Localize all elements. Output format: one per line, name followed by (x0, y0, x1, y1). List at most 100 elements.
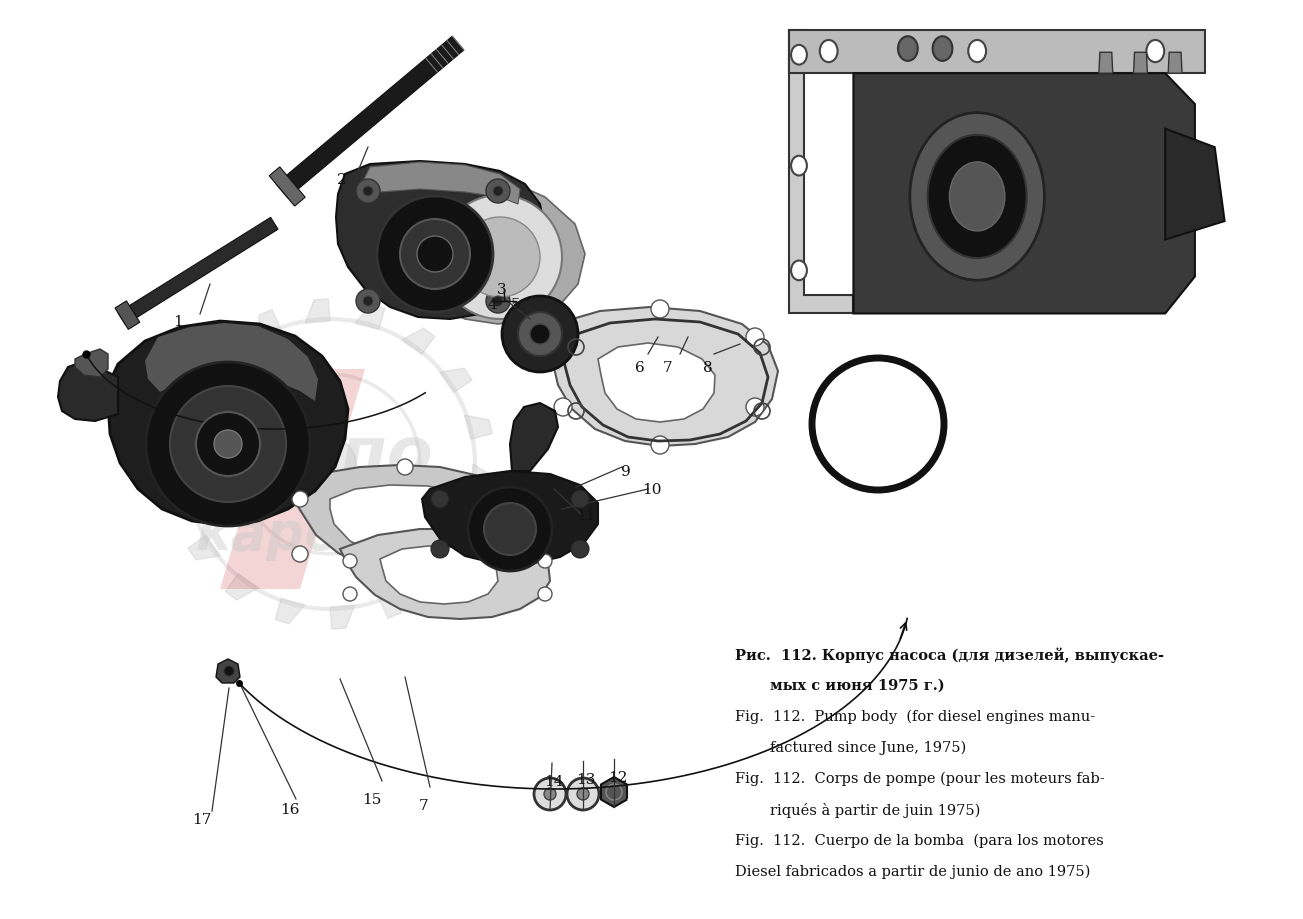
Circle shape (493, 297, 503, 307)
Polygon shape (380, 547, 498, 605)
Polygon shape (853, 74, 1195, 314)
Circle shape (468, 487, 552, 572)
Text: 5: 5 (511, 298, 521, 312)
Polygon shape (59, 361, 119, 422)
Text: riqués à partir de juin 1975): riqués à partir de juin 1975) (770, 802, 980, 817)
Text: Diesel fabricados a partir de junio de ano 1975): Diesel fabricados a partir de junio de a… (735, 864, 1091, 879)
Polygon shape (216, 659, 240, 683)
Text: 7: 7 (420, 798, 429, 812)
Polygon shape (1169, 53, 1182, 74)
Circle shape (292, 547, 308, 562)
Text: 4: 4 (487, 298, 496, 312)
Circle shape (933, 37, 952, 62)
Text: техпо: техпо (215, 423, 434, 489)
Polygon shape (180, 383, 206, 415)
Circle shape (400, 220, 470, 289)
Polygon shape (330, 606, 354, 630)
Circle shape (431, 540, 450, 559)
Circle shape (504, 547, 520, 562)
Circle shape (538, 554, 552, 568)
Polygon shape (552, 308, 778, 447)
Polygon shape (354, 305, 384, 330)
Circle shape (486, 289, 509, 313)
Text: Fig.  112.  Cuerpo de la bomba  (para los motores: Fig. 112. Cuerpo de la bomba (para los m… (735, 834, 1104, 847)
Polygon shape (439, 369, 472, 393)
Circle shape (820, 40, 838, 63)
Circle shape (343, 587, 357, 601)
Circle shape (504, 492, 520, 507)
Circle shape (502, 297, 579, 372)
Polygon shape (422, 471, 598, 564)
Text: 2: 2 (337, 173, 347, 187)
Polygon shape (360, 163, 520, 205)
Text: 8: 8 (704, 360, 713, 375)
Circle shape (304, 438, 356, 491)
Polygon shape (598, 344, 715, 423)
Circle shape (519, 312, 562, 357)
Text: 15: 15 (362, 792, 382, 806)
Polygon shape (305, 300, 330, 323)
Text: 7: 7 (663, 360, 672, 375)
Circle shape (397, 460, 413, 475)
Polygon shape (270, 167, 305, 207)
Circle shape (224, 666, 235, 676)
Text: Рис.  112. Корпус насоса (для дизелей, выпускае-: Рис. 112. Корпус насоса (для дизелей, вы… (735, 647, 1164, 663)
Circle shape (292, 492, 308, 507)
Circle shape (377, 197, 493, 312)
Text: 10: 10 (642, 482, 662, 496)
Circle shape (791, 156, 807, 176)
Circle shape (356, 180, 380, 204)
Text: 6: 6 (635, 360, 645, 375)
Circle shape (364, 187, 373, 197)
Circle shape (950, 163, 1005, 232)
Circle shape (571, 491, 589, 508)
Circle shape (791, 46, 807, 65)
Text: Fig.  112.  Pump body  (for diesel engines manu-: Fig. 112. Pump body (for diesel engines … (735, 709, 1095, 723)
Circle shape (530, 324, 550, 345)
Circle shape (1147, 40, 1164, 63)
Polygon shape (168, 489, 195, 514)
Text: 16: 16 (280, 802, 300, 816)
Circle shape (567, 778, 599, 811)
Polygon shape (340, 529, 550, 619)
Polygon shape (790, 31, 853, 314)
Polygon shape (412, 170, 585, 324)
Circle shape (146, 363, 310, 527)
Polygon shape (145, 323, 318, 402)
Polygon shape (281, 466, 523, 575)
Polygon shape (119, 218, 278, 325)
Circle shape (968, 40, 986, 63)
Circle shape (431, 491, 450, 508)
Circle shape (438, 196, 562, 320)
Text: 11: 11 (576, 508, 595, 522)
Text: 9: 9 (622, 464, 631, 479)
Circle shape (356, 289, 380, 313)
Polygon shape (330, 485, 489, 560)
Polygon shape (401, 329, 435, 355)
Polygon shape (276, 37, 464, 199)
Polygon shape (790, 31, 1205, 74)
Polygon shape (601, 777, 627, 807)
Circle shape (554, 399, 572, 416)
Text: кароса: кароса (195, 508, 408, 561)
Polygon shape (275, 598, 305, 624)
Text: мых с июня 1975 г.): мых с июня 1975 г.) (770, 678, 945, 692)
Polygon shape (509, 403, 558, 471)
Polygon shape (453, 514, 480, 546)
Text: 14: 14 (545, 774, 564, 789)
Circle shape (747, 329, 764, 346)
Polygon shape (1098, 53, 1113, 74)
Polygon shape (464, 415, 493, 439)
Circle shape (571, 540, 589, 559)
Circle shape (493, 187, 503, 197)
Circle shape (364, 297, 373, 307)
Text: 13: 13 (576, 772, 595, 786)
Circle shape (214, 430, 242, 459)
Polygon shape (188, 536, 220, 561)
Circle shape (538, 587, 552, 601)
Circle shape (483, 504, 536, 555)
Polygon shape (165, 437, 189, 464)
Polygon shape (76, 349, 108, 378)
Circle shape (417, 237, 453, 273)
Circle shape (397, 570, 413, 585)
